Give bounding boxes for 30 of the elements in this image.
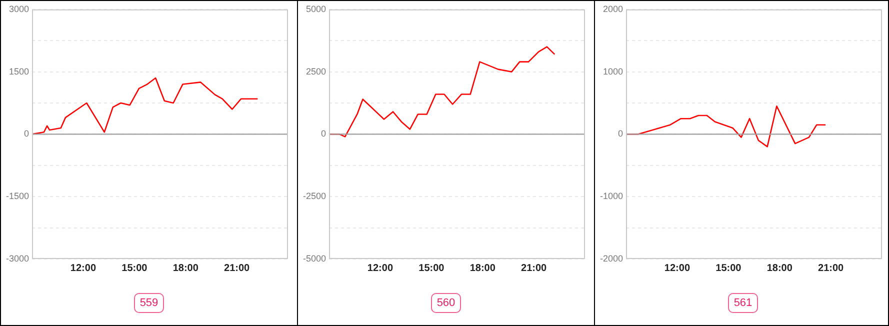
y-tick-label: 0: [321, 128, 326, 139]
x-tick-label: 12:00: [70, 262, 96, 274]
x-tick-label: 18:00: [766, 262, 793, 274]
x-tick-label: 12:00: [664, 262, 690, 274]
y-tick-label: -1500: [6, 191, 30, 202]
y-tick-label: 1000: [602, 66, 624, 76]
x-tick-label: 12:00: [367, 262, 394, 274]
y-tick-label: -5000: [302, 253, 326, 264]
x-tick-label: 21:00: [818, 262, 844, 274]
text: 560: [430, 293, 462, 313]
text: 561: [728, 293, 758, 313]
x-tick-label: 15:00: [418, 262, 445, 274]
y-tick-label: -2500: [302, 191, 326, 202]
y-tick-label: -3000: [6, 253, 30, 264]
x-tick-label: 21:00: [521, 262, 548, 274]
y-tick-label: 1500: [8, 66, 30, 76]
y-tick-label: -2000: [600, 253, 624, 264]
y-tick-label: 0: [24, 128, 30, 139]
x-tick-label: 15:00: [716, 262, 742, 274]
y-tick-label: 3000: [8, 4, 30, 14]
y-tick-label: 2500: [306, 66, 326, 76]
x-tick-label: 18:00: [172, 262, 199, 274]
x-tick-label: 21:00: [224, 262, 250, 274]
x-tick-label: 18:00: [470, 262, 496, 274]
y-tick-label: 2000: [602, 4, 624, 14]
x-tick-label: 15:00: [122, 262, 148, 274]
text: 559: [134, 293, 164, 313]
y-tick-label: -1000: [600, 191, 624, 202]
y-tick-label: 5000: [306, 4, 326, 14]
y-tick-label: 0: [618, 128, 624, 139]
